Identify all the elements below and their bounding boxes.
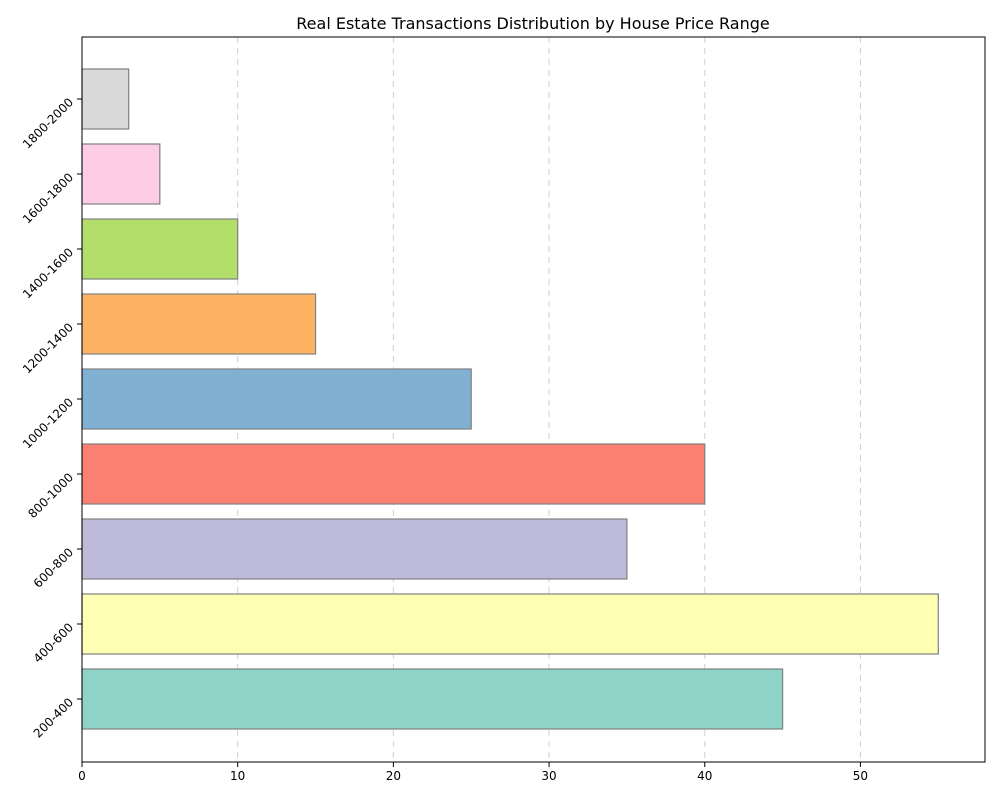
y-tick-label: 1000-1200 [20,395,76,451]
x-tick-label: 10 [230,769,245,783]
bar-1000-1200 [81,368,472,430]
y-tick-label: 400-600 [31,620,76,665]
x-tick-label: 0 [78,769,86,783]
y-tick-label: 800-1000 [25,470,76,521]
y-tick-label: 200-400 [31,695,76,740]
y-axis-ticks: 200-400 400-600 600-800 800-1000 1000-1200 12… [20,95,82,741]
bar-1600-1800 [81,143,161,205]
y-tick-label: 1600-1800 [20,170,76,226]
bars [81,68,939,730]
x-tick-label: 50 [853,769,868,783]
bar-200-400 [81,668,784,730]
bar-1200-1400 [81,293,317,355]
y-tick-label: 600-800 [31,545,76,590]
bar-1800-2000 [81,68,130,130]
x-tick-label: 40 [697,769,712,783]
bar-1400-1600 [81,218,239,280]
y-tick-label: 1800-2000 [20,95,76,151]
y-tick-label: 1400-1600 [20,245,76,301]
x-axis-ticks: 0 10 20 30 40 50 [78,762,868,783]
x-tick-label: 30 [541,769,556,783]
y-tick-label: 1200-1400 [20,320,76,376]
bar-800-1000 [81,443,706,505]
chart-title: Real Estate Transactions Distribution by… [296,14,769,33]
x-tick-label: 20 [386,769,401,783]
bar-600-800 [81,518,628,580]
bar-400-600 [81,593,939,655]
